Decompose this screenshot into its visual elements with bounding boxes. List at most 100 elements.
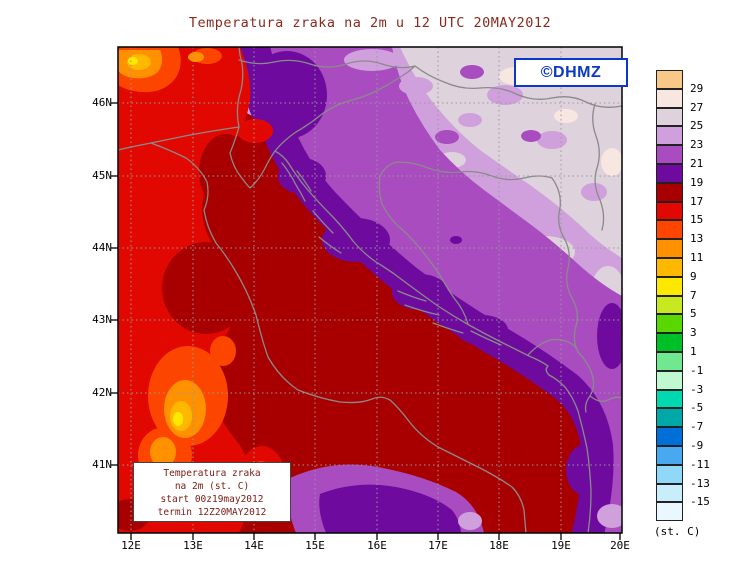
fill-19-21-speck [450,236,462,244]
legend-line-3: start 00z19may2012 [160,494,264,505]
axis-ticks [111,102,621,540]
east-adriatic-coastline [150,126,592,533]
colorbar-label: -1 [690,363,704,377]
italy-coastline [118,142,527,533]
fill-15-17-kvarner [237,119,273,143]
colorbar-label: -15 [690,495,710,509]
fill-23-25-south-spot [458,512,482,530]
y-axis-label: 42N [92,386,112,399]
fill-21-23-speckle [460,65,484,79]
legend-line-4: termin 12Z20MAY2012 [157,507,267,518]
colorbar-label: 25 [690,119,704,133]
legend-line-1: Temperatura zraka [163,468,261,479]
colorbar-label: 13 [690,232,704,246]
colorbar-label: 29 [690,81,704,95]
fill-19-21-blob [597,303,622,369]
fill-19-21-blob [278,158,326,194]
plot-frame [117,46,623,534]
fill-21-23-speckle [435,130,459,144]
colorbar-cell [656,408,683,428]
fill-19-21-blob [322,218,390,262]
colorbar-cell [656,201,683,221]
fill-19-21-blob [566,444,606,496]
x-axis-label: 13E [183,539,203,552]
fill-11-13-spot [188,52,204,62]
colorbar-cell [656,427,683,446]
fill-23-25-mottle [487,85,523,105]
colorbar-cell [656,88,683,108]
x-axis-label: 16E [367,539,387,552]
fill-23-25-mottle [537,131,567,149]
colorbar-cell [656,239,683,258]
colorbar-label: 9 [690,269,697,283]
fill-25-27-ne-plain [400,47,622,258]
colorbar-label: -11 [690,457,710,471]
colorbar-cell [656,145,683,164]
fill-17-19-po-delta [199,134,253,210]
fill-27-29-spot [554,109,578,123]
x-axis-label: 15E [305,539,325,552]
colorbar-label: 27 [690,100,704,114]
fill-19-21-slovenia [247,51,327,139]
fill-19-21-apulia-core [319,484,461,533]
colorbar-label: -13 [690,476,710,490]
colorbar-cell [656,182,683,202]
graticule [118,47,622,533]
fill-21-23-speckle [521,130,541,142]
fill-23-25-top-spot [399,77,433,95]
fill-23-25-top-spot [344,49,400,71]
fill-23-25-corner-spot [597,504,622,528]
colorbar-cell [656,483,683,503]
colorbar-label: 5 [690,307,697,321]
colorbar-cell [656,370,683,390]
colorbar-cell [656,126,683,146]
dhmz-logo: ©DHMZ [514,58,628,87]
colorbar-label: 19 [690,175,704,189]
colorbar-label: 15 [690,213,704,227]
colorbar-label: -9 [690,439,704,452]
y-axis-label: 44N [92,241,112,254]
colorbar-cell [656,314,683,334]
fill-19-21-blob [456,315,508,345]
colorbar-cell [656,502,683,522]
fill-17-19-emilia [162,242,250,334]
legend-line-2: na 2m (st. C) [174,481,250,492]
islands-outline [281,162,502,346]
colorbar-cell [656,464,683,484]
colorbar-cell [656,258,683,277]
y-axis-label: 43N [92,313,112,326]
x-axis-label: 17E [428,539,448,552]
fill-21-23-speckle [422,226,442,238]
colorbar-label: -5 [690,401,704,415]
colorbar-label: -3 [690,382,704,396]
fill-21-23-speckle [472,204,500,220]
colorbar-label: 21 [690,157,704,170]
x-axis-label: 18E [489,539,509,552]
y-axis-label: 41N [92,458,112,471]
colorbar-cell [656,295,683,315]
colorbar-cell [656,107,683,127]
fill-13-15-apennines [210,336,236,366]
colorbar-cell [656,446,683,465]
fill-7-9-alps [128,57,138,65]
fill-11-13-apennines [150,437,176,467]
colorbar-label: 1 [690,345,697,358]
y-axis-label: 46N [92,96,112,109]
fill-23-25-mottle [581,183,607,201]
colorbar-cell [656,276,683,296]
colorbar-label: -7 [690,420,704,434]
colorbar-cell [656,352,683,371]
colorbar-cell [656,389,683,409]
page-title: Temperatura zraka na 2m u 12 UTC 20MAY20… [188,15,552,31]
colorbar-label: 17 [690,194,704,208]
colorbar-label: 7 [690,288,697,302]
x-axis-label: 14E [244,539,264,552]
x-axis-label: 20E [610,539,630,552]
fill-7-9-apennines [173,412,183,426]
colorbar-cell [656,70,683,89]
x-axis-label: 19E [551,539,571,552]
colorbar-label: 3 [690,326,697,340]
colorbar-cell [656,164,683,183]
